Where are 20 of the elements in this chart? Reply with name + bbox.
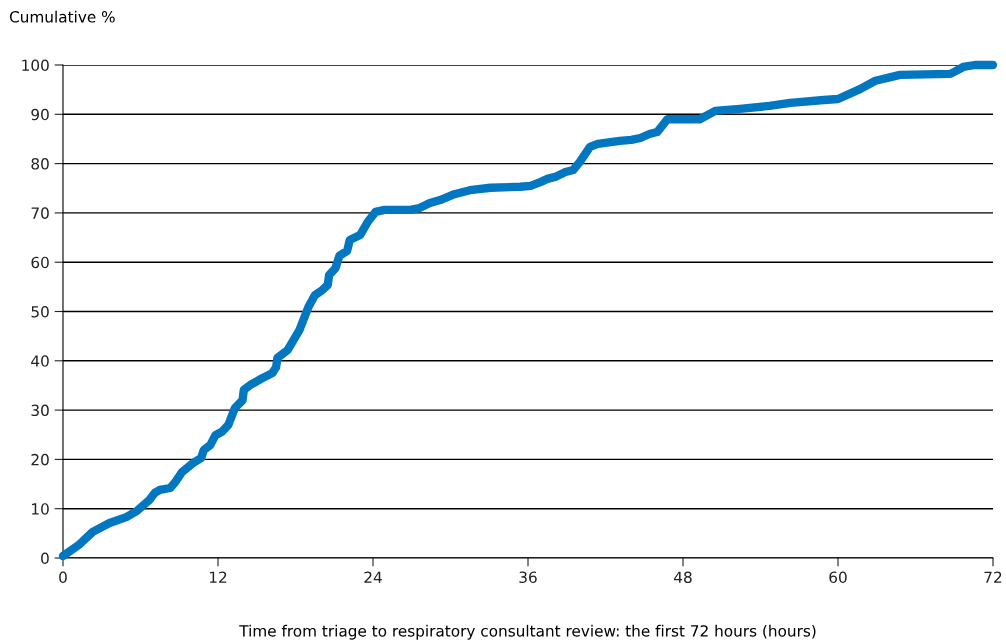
y-tick-label: 20 [31, 453, 49, 466]
y-tick-label: 90 [31, 108, 49, 121]
y-tick-label: 100 [22, 59, 49, 72]
x-tick-label: 0 [59, 571, 67, 584]
y-tick-label: 60 [31, 256, 49, 269]
y-tick-label: 0 [41, 552, 49, 565]
x-tick-label: 24 [364, 571, 382, 583]
y-tick-label: 70 [31, 207, 49, 219]
x-tick-label: 36 [519, 571, 537, 584]
x-axis-title: Time from triage to respiratory consultant review: the first 72 hours (hours) [239, 624, 816, 640]
y-tick-label: 30 [31, 404, 49, 417]
x-tick-label: 12 [209, 571, 227, 583]
x-tick-label: 60 [829, 571, 847, 584]
y-tick-label: 50 [31, 305, 49, 318]
x-tick-label: 72 [984, 571, 1002, 583]
y-tick-label: 10 [32, 503, 49, 515]
x-tick-label: 48 [674, 571, 692, 584]
y-axis-title: Cumulative % [9, 10, 115, 23]
y-tick-label: 40 [31, 355, 49, 367]
y-tick-label: 80 [31, 158, 49, 170]
